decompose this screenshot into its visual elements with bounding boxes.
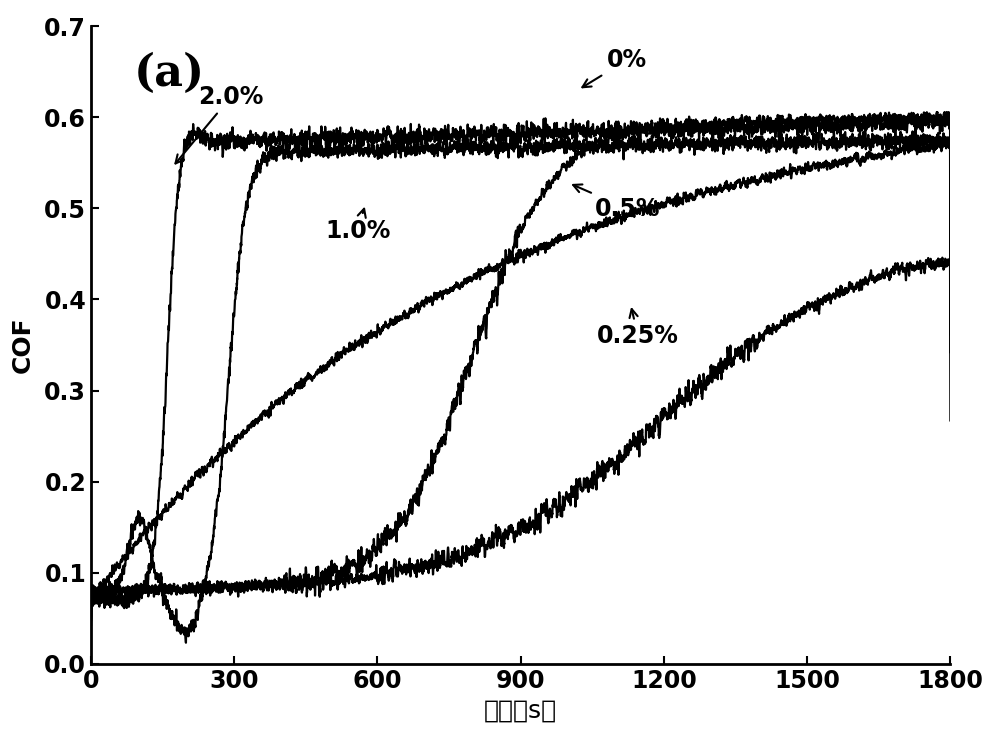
Text: (a): (a) [134, 52, 205, 95]
Text: 0.25%: 0.25% [597, 309, 679, 348]
Text: 0%: 0% [582, 48, 647, 87]
X-axis label: 时间（s）: 时间（s） [484, 698, 557, 722]
Text: 1.0%: 1.0% [325, 208, 390, 242]
Y-axis label: COF: COF [11, 317, 35, 373]
Text: 0.5%: 0.5% [573, 185, 660, 221]
Text: 2.0%: 2.0% [175, 84, 264, 163]
